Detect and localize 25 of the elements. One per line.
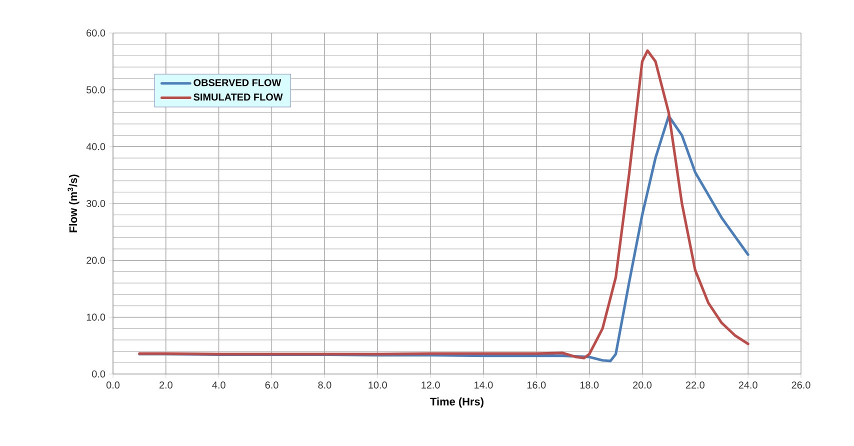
x-tick-label: 14.0	[474, 382, 493, 389]
legend-label: OBSERVED FLOW	[194, 79, 282, 86]
x-tick-label: 16.0	[527, 382, 546, 389]
x-tick-label: 8.0	[318, 382, 332, 389]
y-axis-title: Flow (m$^{3}$/s)	[68, 174, 80, 232]
x-tick-label: 0.0	[106, 382, 120, 389]
y-tick-label: 0.0	[92, 370, 106, 378]
y-tick-label: 60.0	[86, 29, 106, 37]
x-tick-label: 20.0	[633, 382, 652, 389]
y-tick-label: 30.0	[86, 200, 106, 208]
x-tick-label: 24.0	[738, 382, 758, 389]
x-tick-label: 22.0	[686, 382, 704, 389]
x-tick-label: 12.0	[422, 382, 440, 389]
y-tick-label: 10.0	[86, 314, 106, 321]
x-tick-label: 6.0	[265, 382, 278, 389]
x-tick-label: 2.0	[160, 382, 172, 389]
y-tick-label: 40.0	[86, 143, 106, 150]
x-axis-title: Time (Hrs)	[430, 397, 484, 408]
legend-label: SIMULATED FLOW	[194, 94, 283, 101]
x-tick-label: 18.0	[580, 382, 599, 389]
x-tick-label: 26.0	[792, 382, 810, 389]
x-tick-label: 10.0	[368, 382, 387, 389]
y-tick-label: 20.0	[86, 256, 106, 264]
x-tick-label: 4.0	[212, 382, 226, 389]
y-tick-label: 50.0	[86, 86, 106, 94]
